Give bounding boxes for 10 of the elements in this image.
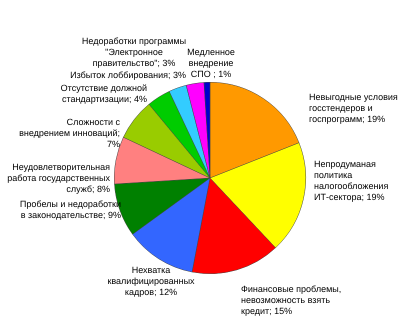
slice-label: Финансовые проблемы, невозможность взять кредит; 15% <box>241 284 342 316</box>
slice-label: Избыток лоббирования; 3% <box>70 70 186 80</box>
slice-label: Отсутствие должной стандартизации; 4% <box>60 82 147 104</box>
slice-label: Медленное внедрение СПО ; 1% <box>187 46 235 79</box>
slice-label: Невыгодные условия госстендеров и госпрограмм; 19% <box>309 92 398 124</box>
slice-label: Неудовлетворительная работа государственных служб; 8% <box>7 162 110 194</box>
slice-label: Недоработки программы "Электронное правительство"; 3% <box>82 36 186 68</box>
slice-label: Нехватка квалифицированных кадров; 12% <box>107 264 196 297</box>
slice-label: Непродуманая политика налогообложения ИТ-сектора; 19% <box>314 158 388 202</box>
slice-label: Сложности с внедрением инноваций; 7% <box>19 116 120 149</box>
